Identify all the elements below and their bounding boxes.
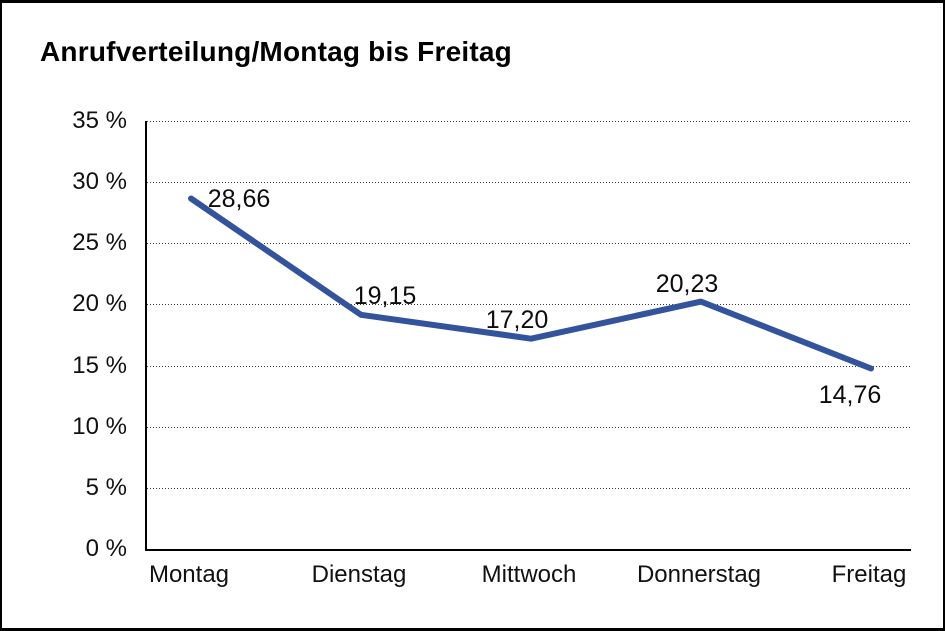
data-point-label: 20,23	[655, 269, 719, 298]
x-axis-tick-label: Freitag	[831, 561, 907, 588]
y-axis-tick-label: 5 %	[85, 473, 127, 501]
y-axis-tick-label: 25 %	[72, 229, 127, 257]
y-axis-tick-label: 35 %	[72, 107, 127, 134]
data-point-label: 28,66	[207, 184, 271, 213]
chart-title: Anrufverteilung/Montag bis Freitag	[40, 36, 512, 67]
data-point-label: 14,76	[818, 380, 882, 409]
y-axis-tick-label: 0 %	[85, 535, 127, 562]
y-axis-tick-label: 15 %	[72, 351, 127, 379]
y-axis-tick-label: 20 %	[72, 290, 127, 318]
data-point-label: 19,15	[353, 281, 417, 310]
data-point-label: 17,20	[485, 305, 549, 334]
x-axis-tick-label: Mittwoch	[481, 561, 577, 588]
x-axis-tick-label: Montag	[148, 561, 230, 588]
data-line	[188, 195, 874, 372]
y-axis-tick-label: 10 %	[72, 412, 127, 440]
x-axis-tick-label: Dienstag	[311, 561, 407, 588]
line-series	[188, 195, 874, 372]
x-axis-tick-label: Donnerstag	[636, 561, 762, 588]
y-axis-tick-label: 30 %	[72, 168, 127, 196]
